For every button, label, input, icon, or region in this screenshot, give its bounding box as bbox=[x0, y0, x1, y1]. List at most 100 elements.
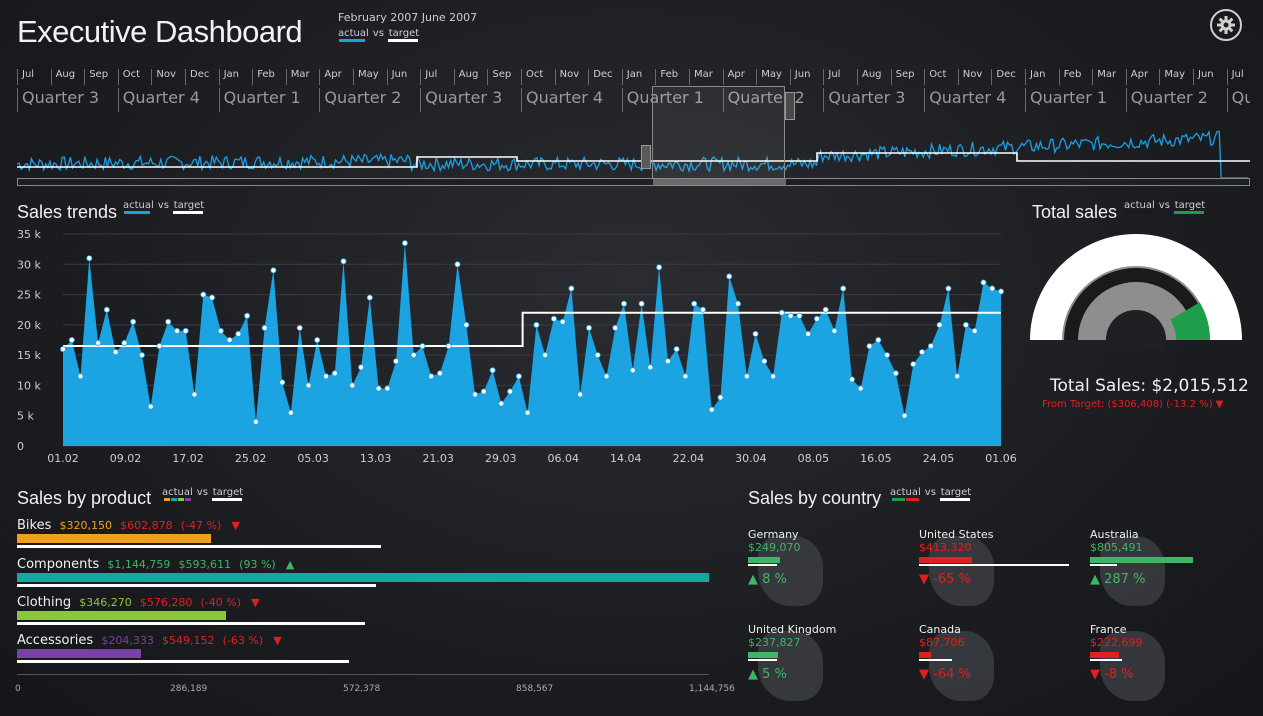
trend-point[interactable] bbox=[191, 391, 198, 398]
trend-point[interactable] bbox=[962, 321, 969, 328]
trend-point[interactable] bbox=[787, 312, 794, 319]
navigator-month-label[interactable]: Feb bbox=[655, 69, 678, 85]
trend-point[interactable] bbox=[884, 352, 891, 359]
navigator-month-label[interactable]: Jul bbox=[1226, 69, 1244, 85]
trend-point[interactable] bbox=[480, 388, 487, 395]
trend-point[interactable] bbox=[805, 330, 812, 337]
trend-point[interactable] bbox=[130, 318, 137, 325]
trend-point[interactable] bbox=[708, 406, 715, 413]
trend-point[interactable] bbox=[971, 327, 978, 334]
trend-point[interactable] bbox=[77, 373, 84, 380]
trend-point[interactable] bbox=[989, 285, 996, 292]
product-actual-bar[interactable] bbox=[17, 611, 226, 620]
trend-point[interactable] bbox=[217, 327, 224, 334]
navigator-month-label[interactable]: Jul bbox=[823, 69, 840, 85]
navigator-month-label[interactable]: Jul bbox=[17, 69, 34, 85]
navigator-quarter-label[interactable]: Quarter 4 bbox=[521, 88, 603, 112]
trend-point[interactable] bbox=[384, 385, 391, 392]
trend-point[interactable] bbox=[235, 330, 242, 337]
navigator-month-label[interactable]: Jun bbox=[386, 69, 407, 85]
navigator-selection[interactable] bbox=[652, 86, 785, 183]
trend-point[interactable] bbox=[173, 327, 180, 334]
trend-point[interactable] bbox=[761, 358, 768, 365]
trend-point[interactable] bbox=[691, 300, 698, 307]
trend-point[interactable] bbox=[436, 370, 443, 377]
trend-point[interactable] bbox=[471, 391, 478, 398]
trend-point[interactable] bbox=[349, 382, 356, 389]
navigator-quarter-label[interactable]: Quarter 2 bbox=[319, 88, 401, 112]
trend-point[interactable] bbox=[577, 391, 584, 398]
navigator-quarter-label[interactable]: Quarter 3 bbox=[420, 88, 502, 112]
navigator-month-label[interactable]: May bbox=[756, 69, 782, 85]
trend-point[interactable] bbox=[717, 394, 724, 401]
navigator-quarter-label[interactable]: Quarter 3 bbox=[1226, 88, 1250, 112]
trend-point[interactable] bbox=[796, 312, 803, 319]
navigator-month-label[interactable]: Feb bbox=[252, 69, 275, 85]
trend-point[interactable] bbox=[182, 327, 189, 334]
trend-point[interactable] bbox=[594, 352, 601, 359]
trend-point[interactable] bbox=[533, 321, 540, 328]
trend-point[interactable] bbox=[358, 364, 365, 371]
trend-point[interactable] bbox=[647, 364, 654, 371]
trend-point[interactable] bbox=[936, 321, 943, 328]
selection-right-handle[interactable] bbox=[785, 92, 795, 120]
navigator-month-label[interactable]: Jul bbox=[420, 69, 437, 85]
product-actual-bar[interactable] bbox=[17, 649, 141, 658]
settings-button[interactable] bbox=[1210, 9, 1242, 41]
trend-point[interactable] bbox=[752, 330, 759, 337]
trend-point[interactable] bbox=[980, 279, 987, 286]
trend-point[interactable] bbox=[208, 294, 215, 301]
trend-point[interactable] bbox=[95, 340, 102, 347]
country-tile[interactable]: Germany $249,070 ▲ 8 % bbox=[748, 528, 908, 613]
trend-point[interactable] bbox=[542, 352, 549, 359]
trend-point[interactable] bbox=[735, 300, 742, 307]
trend-point[interactable] bbox=[428, 373, 435, 380]
trend-point[interactable] bbox=[112, 349, 119, 356]
product-row[interactable]: Accessories $204,333 $549,152 (-63 %) ▼ bbox=[17, 633, 282, 648]
navigator-quarter-label[interactable]: Quarter 2 bbox=[1125, 88, 1208, 112]
trend-point[interactable] bbox=[375, 385, 382, 392]
navigator-month-label[interactable]: Sep bbox=[890, 69, 914, 85]
country-tile[interactable]: United States $413,320 ▼ -65 % bbox=[919, 528, 1079, 613]
trend-point[interactable] bbox=[305, 382, 312, 389]
product-row[interactable]: Clothing $346,270 $576,280 (-40 %) ▼ bbox=[17, 595, 260, 610]
trend-point[interactable] bbox=[68, 337, 75, 344]
trend-point[interactable] bbox=[156, 343, 163, 350]
navigator-month-label[interactable]: Mar bbox=[285, 69, 310, 85]
trend-point[interactable] bbox=[287, 409, 294, 416]
navigator-month-label[interactable]: May bbox=[353, 69, 379, 85]
trend-point[interactable] bbox=[919, 349, 926, 356]
country-tile[interactable]: Canada $87,706 ▼ -64 % bbox=[919, 623, 1079, 708]
trend-point[interactable] bbox=[279, 379, 286, 386]
trend-point[interactable] bbox=[743, 373, 750, 380]
trend-point[interactable] bbox=[612, 324, 619, 331]
trend-point[interactable] bbox=[60, 346, 67, 353]
trend-point[interactable] bbox=[954, 373, 961, 380]
sales-trends-chart[interactable]: 0 5 k 10 k 15 k 20 k 25 k 30 k 35 k 01.02 09.02 17… bbox=[0, 222, 1020, 472]
navigator-month-label[interactable]: Oct bbox=[924, 69, 946, 85]
country-tile[interactable]: France $222,699 ▼ -8 % bbox=[1090, 623, 1250, 708]
trend-point[interactable] bbox=[849, 376, 856, 383]
trend-point[interactable] bbox=[910, 361, 917, 368]
trend-point[interactable] bbox=[454, 261, 461, 268]
navigator-month-label[interactable]: Nov bbox=[151, 69, 176, 85]
navigator-month-label[interactable]: Jan bbox=[621, 69, 642, 85]
trend-point[interactable] bbox=[726, 273, 733, 280]
trend-point[interactable] bbox=[86, 255, 93, 262]
navigator-quarter-label[interactable]: Quarter 3 bbox=[823, 88, 905, 112]
trend-point[interactable] bbox=[393, 358, 400, 365]
trend-point[interactable] bbox=[103, 306, 110, 313]
trend-point[interactable] bbox=[314, 337, 321, 344]
navigator-month-label[interactable]: Nov bbox=[554, 69, 579, 85]
navigator-quarter-label[interactable]: Quarter 1 bbox=[621, 88, 704, 112]
trend-point[interactable] bbox=[603, 373, 610, 380]
navigator-quarter-label[interactable]: Quarter 1 bbox=[218, 88, 301, 112]
trend-point[interactable] bbox=[568, 285, 575, 292]
trend-point[interactable] bbox=[419, 343, 426, 350]
trend-point[interactable] bbox=[656, 264, 663, 271]
navigator-month-label[interactable]: Apr bbox=[722, 69, 745, 85]
trend-point[interactable] bbox=[331, 370, 338, 377]
product-row[interactable]: Components $1,144,759 $593,611 (93 %) ▲ bbox=[17, 557, 294, 572]
trend-point[interactable] bbox=[998, 288, 1005, 295]
navigator-month-label[interactable]: May bbox=[1159, 69, 1185, 85]
